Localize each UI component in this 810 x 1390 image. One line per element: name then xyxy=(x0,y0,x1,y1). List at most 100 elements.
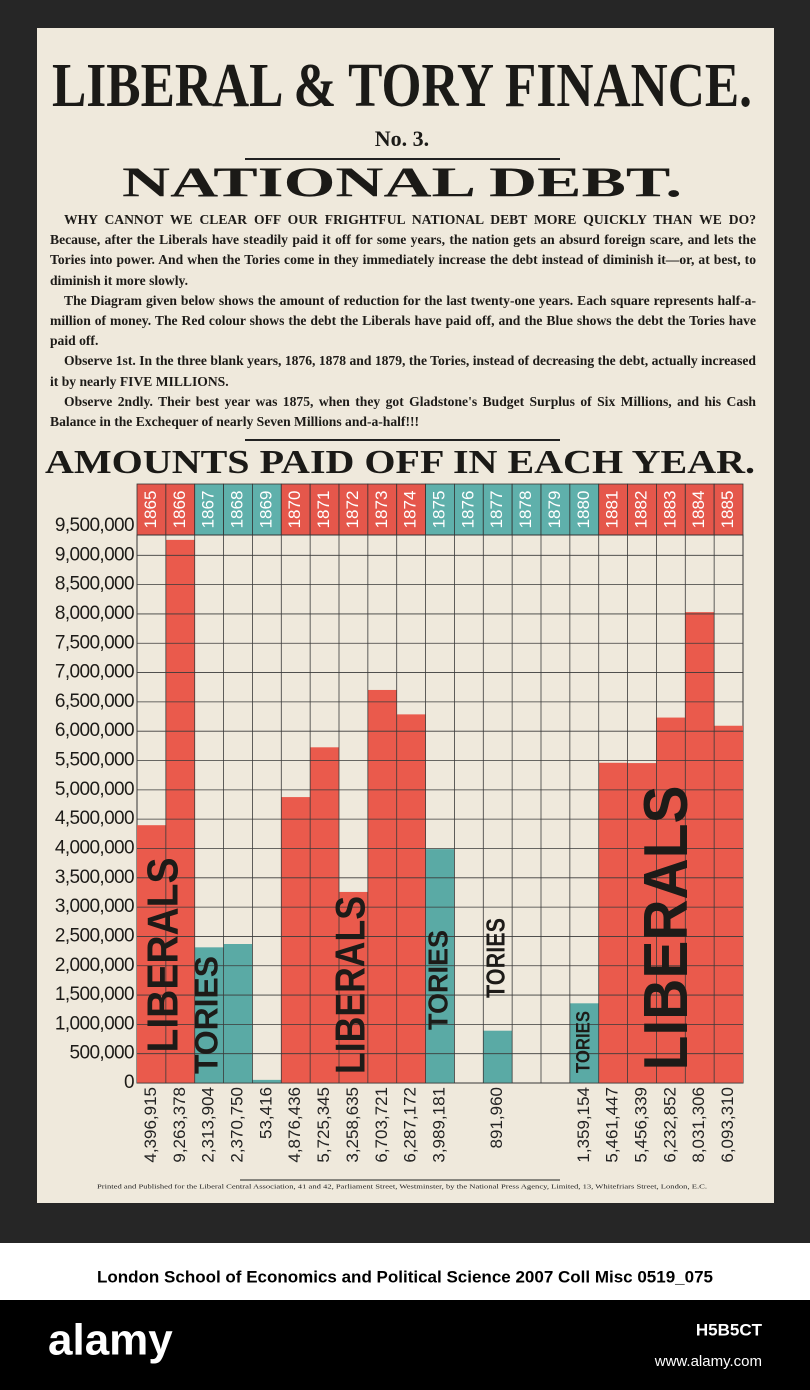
header-cell xyxy=(136,483,167,536)
paragraph: Observe 2ndly. Their best year was 1875,… xyxy=(50,393,756,430)
header-cell xyxy=(425,483,455,536)
x-tick-label: 1873 xyxy=(372,491,391,529)
x-tick-label: 1879 xyxy=(545,491,564,529)
header-cell xyxy=(540,483,571,536)
bar xyxy=(339,891,368,1083)
value-label: 2,313,904 xyxy=(199,1087,218,1163)
x-tick-label: 1877 xyxy=(487,491,506,529)
value-label: 53,416 xyxy=(256,1087,275,1139)
y-tick-label: 3,000,000 xyxy=(55,896,134,917)
y-tick-label: 1,500,000 xyxy=(55,984,134,1005)
y-tick-label: 4,500,000 xyxy=(55,808,134,829)
y-tick-label: 0 xyxy=(124,1072,134,1093)
bar xyxy=(627,763,657,1083)
header-cell xyxy=(309,483,340,536)
bar xyxy=(165,539,195,1083)
paragraph: WHY CANNOT WE CLEAR OFF OUR FRIGHTFUL NA… xyxy=(50,212,756,288)
bar xyxy=(714,725,743,1083)
y-tick-label: 9,500,000 xyxy=(55,515,134,536)
value-label: 4,396,915 xyxy=(141,1087,160,1163)
bar xyxy=(396,714,426,1083)
x-tick-label: 1876 xyxy=(458,491,477,529)
poster-title: LIBERAL & TORY FINANCE. xyxy=(52,52,752,120)
value-label: 6,093,310 xyxy=(718,1087,737,1163)
header-cell xyxy=(713,483,744,536)
bar xyxy=(310,747,339,1083)
y-tick-label: 8,000,000 xyxy=(55,603,134,624)
value-label: 5,461,447 xyxy=(603,1087,622,1163)
y-tick-label: 3,500,000 xyxy=(55,867,134,888)
bar xyxy=(194,947,224,1083)
value-label: 6,287,172 xyxy=(401,1087,420,1163)
header-cell xyxy=(569,483,600,536)
x-tick-label: 1870 xyxy=(285,491,304,529)
bar xyxy=(569,1003,599,1083)
watermark-band xyxy=(0,1300,810,1390)
y-tick-label: 4,000,000 xyxy=(55,837,134,858)
x-tick-label: 1875 xyxy=(429,491,448,529)
value-label: 3,258,635 xyxy=(343,1087,362,1163)
series-label: TORIES xyxy=(422,930,453,1030)
y-tick-label: 2,000,000 xyxy=(55,955,134,976)
x-tick-label: 1872 xyxy=(343,491,362,529)
paragraphs: WHY CANNOT WE CLEAR OFF OUR FRIGHTFUL NA… xyxy=(50,210,756,432)
series-label: LIBERALS xyxy=(632,786,701,1071)
series-label: TORIES xyxy=(573,1011,594,1073)
header-cell xyxy=(252,483,282,536)
value-label: 1,359,154 xyxy=(574,1087,593,1163)
bar xyxy=(685,612,715,1083)
x-tick-label: 1866 xyxy=(170,491,189,529)
paragraph: Observe 1st. In the three blank years, 1… xyxy=(50,353,756,389)
y-tick-label: 6,500,000 xyxy=(55,691,134,712)
value-label: 3,989,181 xyxy=(429,1087,448,1163)
x-tick-label: 1865 xyxy=(141,491,160,529)
x-tick-label: 1868 xyxy=(227,491,246,529)
chart-title: AMOUNTS PAID OFF IN EACH YEAR. xyxy=(45,444,755,481)
poster-heading: NATIONAL DEBT. xyxy=(122,161,682,207)
value-label: 4,876,436 xyxy=(285,1087,304,1163)
caption-strip xyxy=(0,1243,810,1300)
caption: London School of Economics and Political… xyxy=(97,1267,713,1286)
value-label: 5,456,339 xyxy=(631,1087,650,1163)
paragraph: The Diagram given below shows the amount… xyxy=(50,292,756,349)
bar xyxy=(656,717,686,1083)
x-tick-label: 1884 xyxy=(689,491,708,529)
series-label: LIBERALS xyxy=(138,858,187,1053)
x-tick-label: 1880 xyxy=(574,491,593,529)
y-tick-label: 8,500,000 xyxy=(55,574,134,595)
value-label: 891,960 xyxy=(487,1087,506,1148)
bar xyxy=(137,825,166,1083)
x-tick-label: 1885 xyxy=(718,491,737,529)
y-tick-label: 6,000,000 xyxy=(55,720,134,741)
poster-number: No. 3. xyxy=(375,126,429,151)
value-label: 5,725,345 xyxy=(314,1087,333,1163)
bar xyxy=(598,762,628,1083)
bar xyxy=(223,943,253,1083)
x-tick-label: 1882 xyxy=(631,491,650,529)
x-tick-label: 1878 xyxy=(516,491,535,529)
series-label: TORIES xyxy=(189,956,225,1074)
y-tick-label: 9,000,000 xyxy=(55,544,134,565)
y-tick-label: 1,000,000 xyxy=(55,1013,134,1034)
header-cell xyxy=(367,483,398,536)
value-label: 8,031,306 xyxy=(689,1087,708,1163)
header-cell xyxy=(482,483,513,536)
x-tick-label: 1874 xyxy=(401,491,420,529)
x-tick-label: 1869 xyxy=(256,491,275,529)
value-label: 9,263,378 xyxy=(170,1087,189,1163)
watermark-url: www.alamy.com xyxy=(654,1353,762,1370)
bar xyxy=(281,797,311,1083)
header-cell xyxy=(454,483,484,536)
y-tick-label: 500,000 xyxy=(70,1043,135,1064)
x-tick-label: 1867 xyxy=(199,491,218,529)
value-label: 6,703,721 xyxy=(372,1087,391,1163)
y-tick-label: 5,000,000 xyxy=(55,779,134,800)
header-cell xyxy=(396,483,426,536)
bar xyxy=(367,689,397,1083)
header-cell xyxy=(511,483,542,536)
y-tick-label: 5,500,000 xyxy=(55,750,134,771)
x-tick-label: 1871 xyxy=(314,491,333,529)
y-tick-label: 7,000,000 xyxy=(55,662,134,683)
